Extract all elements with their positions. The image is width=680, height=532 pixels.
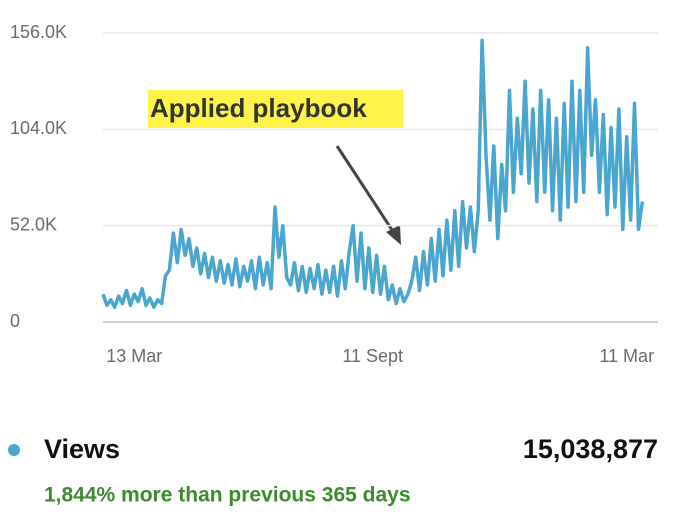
x-tick-label: 13 Mar (106, 346, 162, 366)
y-tick-label: 0 (10, 311, 20, 331)
y-tick-label: 156.0K (10, 22, 67, 42)
legend-dot (8, 444, 20, 456)
comparison: 1,844% more than previous 365 days (44, 484, 411, 507)
annotation-arrowhead (386, 225, 401, 245)
x-tick-label: 11 Sept (342, 346, 403, 366)
annotation-arrow (335, 145, 398, 237)
legend-label: Views (44, 434, 120, 464)
annotation-highlight (148, 90, 403, 128)
x-tick-label: 11 Mar (599, 346, 654, 366)
y-tick-label: 104.0K (10, 118, 67, 138)
total: 15,038,877 (523, 434, 658, 464)
line (101, 38, 645, 309)
annotation: Applied playbook (150, 93, 367, 123)
y-tick-label: 52.0K (10, 214, 57, 234)
